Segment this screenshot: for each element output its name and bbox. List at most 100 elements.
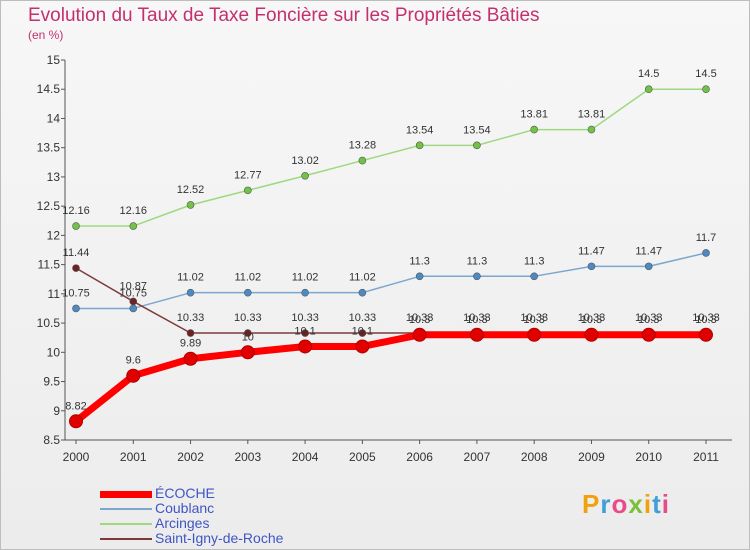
proxiti-logo: Proxiti [582, 489, 670, 520]
data-label-saint-igny-de-roche: 10.33 [177, 312, 205, 324]
data-label-saint-igny-de-roche: 10.33 [692, 312, 720, 324]
data-point-ecoche [527, 327, 542, 342]
data-point-arcinges [72, 222, 80, 230]
series-line-coublanc [76, 252, 707, 310]
data-label-ecoche: 10.3 [695, 314, 716, 326]
data-point-coublanc [644, 262, 653, 271]
data-point-ecoche [355, 339, 370, 354]
data-point-coublanc [129, 304, 138, 313]
data-label-saint-igny-de-roche: 10.33 [349, 312, 377, 324]
data-point-saint-igny-de-roche [301, 329, 309, 337]
data-label-arcinges: 13.54 [463, 124, 491, 136]
data-point-coublanc [473, 272, 481, 281]
legend-label: Arcinges [155, 515, 210, 531]
data-label-ecoche: 10 [242, 331, 254, 343]
y-tick-label: 9.5 [43, 375, 60, 389]
data-label-saint-igny-de-roche: 10.33 [234, 312, 262, 324]
data-point-saint-igny-de-roche [244, 329, 252, 337]
data-label-arcinges: 13.54 [406, 124, 434, 136]
data-label-saint-igny-de-roche: 10.33 [520, 312, 548, 324]
x-tick-label: 2003 [234, 450, 261, 464]
y-tick-label: 12 [47, 228, 61, 242]
logo-letter: P [582, 489, 601, 519]
data-point-arcinges [644, 85, 653, 94]
data-point-arcinges [129, 222, 138, 230]
data-label-arcinges: 12.16 [62, 205, 90, 217]
logo-letter: t [652, 489, 662, 519]
x-tick-label: 2007 [464, 450, 491, 464]
data-point-ecoche [69, 414, 83, 429]
data-point-saint-igny-de-roche [358, 329, 367, 337]
data-label-coublanc: 11.47 [635, 245, 662, 257]
x-tick-label: 2011 [693, 450, 719, 464]
data-point-arcinges [301, 171, 309, 180]
data-label-ecoche: 10.3 [523, 314, 544, 326]
data-label-coublanc: 11.02 [234, 272, 261, 284]
x-tick-label: 2010 [635, 450, 662, 464]
y-tick-label: 15 [47, 53, 61, 67]
legend-swatch [100, 490, 152, 498]
x-tick-label: 2006 [406, 450, 433, 464]
legend-swatch [100, 508, 152, 510]
data-label-coublanc: 11.02 [349, 272, 376, 284]
logo-letter: i [661, 489, 670, 519]
data-point-saint-igny-de-roche [186, 329, 195, 337]
data-label-coublanc: 11.47 [578, 245, 605, 257]
series-line-ecoche [73, 331, 706, 425]
data-point-coublanc [72, 304, 80, 313]
data-point-arcinges [415, 141, 424, 150]
data-point-coublanc [702, 249, 710, 257]
data-label-saint-igny-de-roche: 10.33 [291, 312, 319, 324]
y-tick-label: 11.5 [38, 258, 61, 272]
data-point-ecoche [699, 327, 713, 342]
data-label-arcinges: 13.28 [349, 140, 377, 152]
data-label-saint-igny-de-roche: 10.33 [463, 312, 491, 324]
x-tick-label: 2000 [63, 450, 90, 464]
data-label-saint-igny-de-roche: 10.33 [578, 312, 606, 324]
data-point-arcinges [473, 141, 481, 150]
y-tick-label: 10.5 [37, 316, 61, 330]
logo-letter: r [600, 489, 612, 519]
data-point-arcinges [587, 125, 596, 134]
chart-title: Evolution du Taux de Taxe Foncière sur l… [28, 5, 540, 26]
logo-letter: i [643, 489, 653, 519]
data-point-saint-igny-de-roche [72, 264, 80, 272]
y-tick-label: 9 [53, 404, 60, 418]
y-tick-label: 10 [47, 345, 61, 359]
data-label-coublanc: 11.3 [524, 255, 545, 267]
data-point-arcinges [244, 186, 252, 195]
data-point-arcinges [702, 85, 710, 94]
data-point-ecoche [469, 327, 484, 342]
data-label-ecoche: 10.1 [294, 325, 315, 337]
data-point-coublanc [244, 288, 252, 297]
data-label-ecoche: 8.82 [65, 400, 86, 412]
data-point-ecoche [584, 327, 599, 342]
data-point-coublanc [587, 262, 596, 271]
y-tick-label: 8.5 [43, 433, 60, 447]
data-label-ecoche: 10.1 [352, 325, 373, 337]
data-label-coublanc: 11.3 [409, 255, 430, 267]
legend-label: Saint-Igny-de-Roche [155, 530, 284, 546]
data-point-ecoche [126, 368, 141, 383]
data-label-coublanc: 10.75 [62, 287, 90, 299]
x-tick-label: 2008 [521, 450, 548, 464]
data-point-coublanc [301, 288, 309, 297]
data-label-arcinges: 12.77 [234, 169, 262, 181]
data-label-ecoche: 9.6 [126, 355, 141, 367]
data-label-ecoche: 10.3 [581, 314, 602, 326]
x-tick-label: 2005 [349, 450, 376, 464]
data-label-arcinges: 12.16 [120, 205, 148, 217]
data-label-saint-igny-de-roche: 10.33 [406, 312, 434, 324]
legend-label: Coublanc [155, 500, 215, 516]
data-label-saint-igny-de-roche: 10.33 [635, 312, 663, 324]
data-label-arcinges: 13.02 [291, 155, 319, 167]
legend-swatch [100, 538, 152, 540]
y-tick-label: 14 [47, 111, 61, 125]
data-label-ecoche: 10.3 [638, 314, 659, 326]
data-point-coublanc [358, 288, 367, 297]
legend-label: ÉCOCHE [155, 485, 215, 501]
data-point-ecoche [641, 327, 656, 342]
data-point-arcinges [186, 201, 195, 209]
data-label-arcinges: 12.52 [177, 184, 205, 196]
